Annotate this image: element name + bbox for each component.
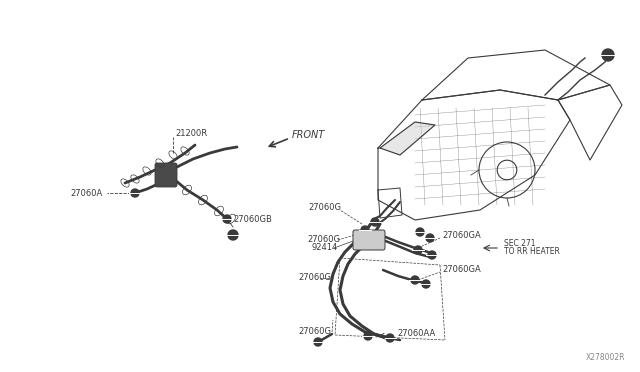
Text: 27060GA: 27060GA: [442, 231, 481, 240]
Text: FRONT: FRONT: [292, 130, 325, 140]
Circle shape: [411, 276, 419, 284]
Text: 27060G: 27060G: [308, 202, 341, 212]
Circle shape: [314, 338, 322, 346]
Text: 27060G: 27060G: [307, 235, 340, 244]
Circle shape: [386, 334, 394, 342]
Circle shape: [416, 228, 424, 236]
Polygon shape: [380, 122, 435, 155]
Circle shape: [428, 251, 436, 259]
Text: 27060A: 27060A: [70, 189, 102, 198]
Text: 27060AA: 27060AA: [397, 330, 435, 339]
Text: 27060G: 27060G: [298, 273, 331, 282]
Circle shape: [371, 218, 379, 226]
FancyBboxPatch shape: [155, 163, 177, 187]
Circle shape: [426, 234, 434, 242]
Circle shape: [361, 226, 369, 234]
Circle shape: [131, 189, 139, 197]
Text: 27060G: 27060G: [298, 327, 331, 337]
Circle shape: [414, 246, 422, 254]
Circle shape: [364, 332, 372, 340]
Circle shape: [228, 230, 238, 240]
FancyBboxPatch shape: [353, 230, 385, 250]
Circle shape: [422, 280, 430, 288]
Circle shape: [223, 215, 231, 223]
Circle shape: [602, 49, 614, 61]
Text: TO RR HEATER: TO RR HEATER: [504, 247, 560, 257]
Text: SEC 271: SEC 271: [504, 240, 536, 248]
Text: X278002R: X278002R: [586, 353, 625, 362]
Text: 27060GA: 27060GA: [442, 266, 481, 275]
Text: 27060GB: 27060GB: [233, 215, 272, 224]
Text: 92414: 92414: [312, 244, 339, 253]
Text: 21200R: 21200R: [175, 128, 207, 138]
